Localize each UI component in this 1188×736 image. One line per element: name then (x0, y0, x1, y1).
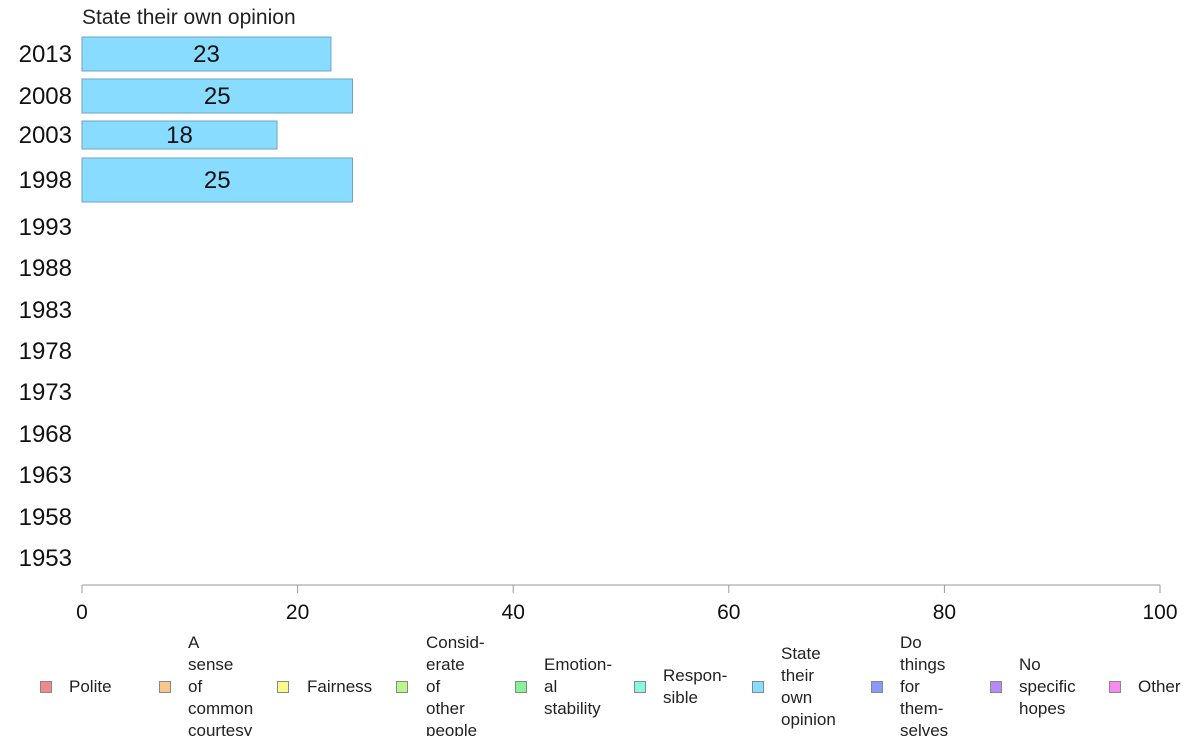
y-tick-label: 1993 (19, 214, 72, 241)
legend-label: No specific hopes (1019, 655, 1076, 718)
bar (81, 36, 332, 72)
y-tick-label: 1973 (19, 379, 72, 406)
legend-swatch (40, 681, 52, 693)
bar-data-label: 23 (193, 41, 220, 68)
y-tick-label: 1983 (19, 297, 72, 324)
y-tick-label: 1968 (19, 421, 72, 448)
y-tick-label: 2003 (19, 122, 72, 149)
legend-label: State their own opinion (781, 644, 836, 729)
bar (81, 78, 353, 114)
legend-swatch (277, 681, 289, 693)
y-tick-label: 2013 (19, 41, 72, 68)
y-tick-label: 1958 (19, 504, 72, 531)
y-tick-label: 1998 (19, 167, 72, 194)
bar-data-label: 18 (166, 122, 193, 149)
legend-swatch (396, 681, 408, 693)
bar-data-label: 25 (204, 83, 231, 110)
legend-label: Respon- sible (663, 666, 728, 707)
y-tick-label: 1953 (19, 545, 72, 572)
legend-label: Polite (69, 677, 112, 696)
y-tick-label: 2008 (19, 83, 72, 110)
x-tick-label: 100 (1142, 601, 1177, 624)
legend-swatch (634, 681, 646, 693)
legend-label: Emotion- al stability (544, 655, 613, 718)
legend-label: Consid- erate of other people (426, 633, 485, 736)
bar-data-label: 25 (204, 167, 231, 194)
x-tick-label: 60 (717, 601, 740, 624)
legend-swatch (159, 681, 171, 693)
legend-swatch (990, 681, 1002, 693)
bar (81, 157, 353, 203)
chart-legend: Polite A sense of common courtesy Fairness… (0, 630, 1188, 736)
x-tick-label: 20 (286, 601, 309, 624)
x-tick-label: 80 (933, 601, 956, 624)
legend-swatch (515, 681, 527, 693)
legend-label: Do things for them- selves (900, 633, 949, 736)
legend-label: Other (1138, 677, 1181, 696)
legend-label: A sense of common courtesy (188, 633, 254, 736)
y-tick-label: 1988 (19, 255, 72, 282)
bar (81, 120, 278, 150)
legend-label: Fairness (307, 677, 373, 696)
legend-swatch (752, 681, 764, 693)
legend-swatch (871, 681, 883, 693)
chart-title: State their own opinion (82, 6, 296, 29)
y-tick-label: 1963 (19, 462, 72, 489)
bar-chart: 2013 2008 2003 1998 1993 1988 1983 1978 1973 1968… (19, 36, 1178, 624)
x-tick-label: 40 (502, 601, 525, 624)
y-tick-label: 1978 (19, 338, 72, 365)
x-tick-label: 0 (76, 601, 88, 624)
legend-swatch (1109, 681, 1121, 693)
